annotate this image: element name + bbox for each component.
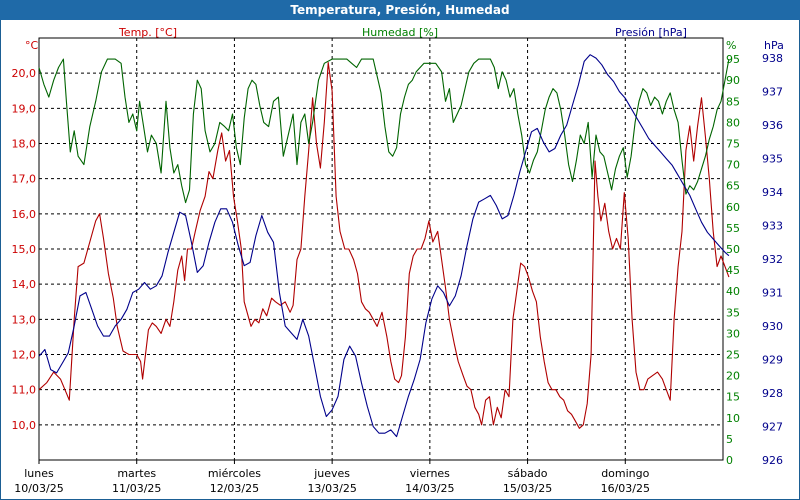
pressure-tick-label: 933 [762, 220, 783, 233]
humidity-tick-label: 40 [726, 285, 740, 298]
humidity-tick-label: 15 [726, 391, 740, 404]
axis-layer: 10,0 11,0 12,0 13,0 14,0 15,0 16,0 17,0 18,0 19,0… [12, 52, 784, 495]
temperature-tick-label: 13,0 [12, 313, 37, 326]
date-label: 12/03/25 [210, 482, 259, 495]
day-label: lunes [24, 467, 54, 480]
temperature-tick-label: 20,0 [12, 67, 37, 80]
date-label: 10/03/25 [14, 482, 63, 495]
day-label: viernes [410, 467, 450, 480]
pressure-tick-label: 934 [762, 186, 783, 199]
day-label: sábado [508, 467, 548, 480]
date-label: 15/03/25 [503, 482, 552, 495]
series-layer [38, 54, 730, 438]
pressure-tick-label: 937 [762, 86, 783, 99]
day-label: jueves [313, 467, 350, 480]
pressure-tick-label: 928 [762, 387, 783, 400]
pressure-tick-label: 926 [762, 454, 783, 467]
grid-lines [39, 38, 723, 460]
temperature-tick-label: 14,0 [12, 278, 37, 291]
temperature-tick-label: 18,0 [12, 138, 37, 151]
humidity-tick-label: 65 [726, 180, 740, 193]
humidity-tick-label: 30 [726, 327, 740, 340]
day-label: miércoles [208, 467, 261, 480]
humidity-tick-label: 20 [726, 370, 740, 383]
date-label: 11/03/25 [112, 482, 161, 495]
humidity-tick-label: 90 [726, 74, 740, 87]
humidity-axis-label: Humedad [%] [362, 26, 438, 39]
day-label: martes [117, 467, 156, 480]
humidity-tick-label: 80 [726, 116, 740, 129]
humidity-tick-label: 85 [726, 95, 740, 108]
temperature-tick-label: 12,0 [12, 349, 37, 362]
pressure-tick-label: 931 [762, 287, 783, 300]
date-label: 13/03/25 [307, 482, 356, 495]
pressure-tick-label: 935 [762, 153, 783, 166]
humidity-tick-label: 35 [726, 306, 740, 319]
pressure-tick-label: 930 [762, 320, 783, 333]
chart-title: Temperatura, Presión, Humedad [0, 0, 800, 20]
humidity-tick-label: 10 [726, 412, 740, 425]
humidity-tick-label: 5 [726, 433, 733, 446]
humidity-tick-label: 75 [726, 138, 740, 151]
date-label: 16/03/25 [601, 482, 650, 495]
pressure-tick-label: 927 [762, 421, 783, 434]
pressure-tick-label: 936 [762, 119, 783, 132]
series-line-pressure [38, 54, 730, 438]
humidity-tick-label: 45 [726, 264, 740, 277]
humidity-tick-label: 60 [726, 201, 740, 214]
temperature-tick-label: 15,0 [12, 243, 37, 256]
pressure-tick-label: 938 [762, 52, 783, 65]
humidity-tick-label: 55 [726, 222, 740, 235]
pressure-tick-label: 932 [762, 253, 783, 266]
humidity-tick-label: 95 [726, 53, 740, 66]
humidity-unit: % [726, 39, 736, 52]
temperature-tick-label: 19,0 [12, 102, 37, 115]
pressure-axis-label: Presión [hPa] [615, 26, 687, 39]
humidity-tick-label: 50 [726, 243, 740, 256]
pressure-unit: hPa [764, 39, 784, 52]
humidity-tick-label: 25 [726, 349, 740, 362]
series-line-humidity [38, 58, 730, 204]
day-label: domingo [601, 467, 649, 480]
temperature-tick-label: 11,0 [12, 384, 37, 397]
humidity-tick-label: 0 [726, 454, 733, 467]
temperature-tick-label: 16,0 [12, 208, 37, 221]
temperature-unit: °C [25, 39, 39, 52]
date-label: 14/03/25 [405, 482, 454, 495]
temperature-tick-label: 10,0 [12, 419, 37, 432]
temperature-tick-label: 17,0 [12, 173, 37, 186]
series-line-temperature [38, 62, 730, 429]
pressure-tick-label: 929 [762, 354, 783, 367]
temperature-axis-label: Temp. [°C] [118, 26, 177, 39]
humidity-tick-label: 70 [726, 159, 740, 172]
